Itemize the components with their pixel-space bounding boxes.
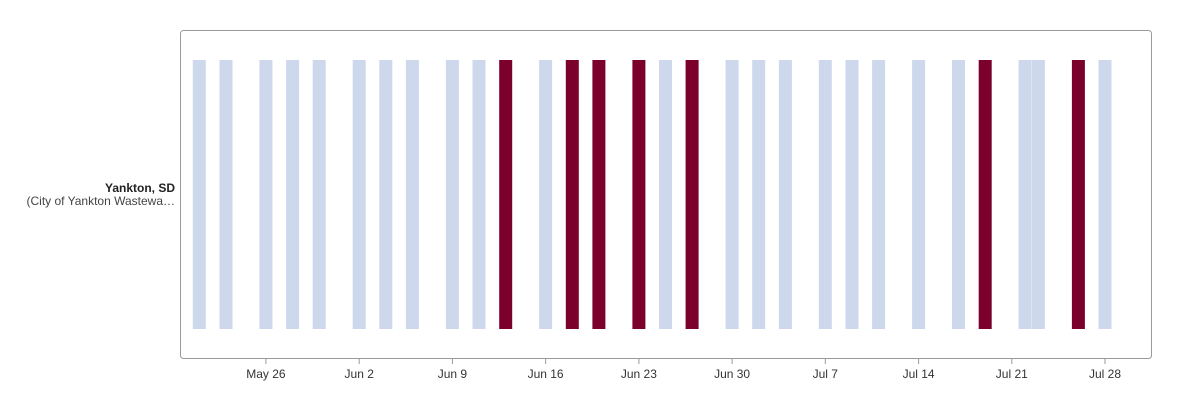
x-tick-label: Jun 9 bbox=[438, 367, 468, 381]
sample-bar[interactable] bbox=[952, 60, 965, 329]
x-axis: May 26 Jun 2 Jun 9 Jun 16 Jun 23 Jun 30 Jul 7 J… bbox=[246, 359, 1121, 381]
x-tick-label: Jun 30 bbox=[714, 367, 750, 381]
sample-bar[interactable] bbox=[219, 60, 233, 329]
sample-bar[interactable] bbox=[752, 60, 766, 329]
sample-bar[interactable] bbox=[312, 60, 326, 329]
sample-bar[interactable] bbox=[539, 60, 553, 329]
sample-bar-detected[interactable] bbox=[565, 60, 579, 329]
sample-bar[interactable] bbox=[1098, 60, 1112, 329]
row-labels: Yankton, SD(City of Yankton Wastewa… bbox=[27, 181, 176, 208]
row-title: Yankton, SD bbox=[105, 181, 175, 195]
sample-bar-detected[interactable] bbox=[978, 60, 992, 329]
sample-bar-detected[interactable] bbox=[685, 60, 699, 329]
x-tick-label: Jun 23 bbox=[621, 367, 657, 381]
x-tick-label: Jul 14 bbox=[903, 367, 935, 381]
sample-bar[interactable] bbox=[379, 60, 393, 329]
x-tick-label: Jun 2 bbox=[345, 367, 375, 381]
sample-bar[interactable] bbox=[778, 60, 792, 329]
sample-bar[interactable] bbox=[286, 60, 300, 329]
x-tick-label: Jul 7 bbox=[813, 367, 839, 381]
x-tick-label: Jun 16 bbox=[528, 367, 564, 381]
sample-bar[interactable] bbox=[872, 60, 886, 329]
sample-bar[interactable] bbox=[1018, 60, 1032, 329]
sample-bar-detected[interactable] bbox=[592, 60, 606, 329]
sample-bar[interactable] bbox=[725, 60, 739, 329]
x-tick-label: May 26 bbox=[246, 367, 286, 381]
x-tick-label: Jul 21 bbox=[996, 367, 1028, 381]
x-tick-label: Jul 28 bbox=[1089, 367, 1121, 381]
sample-bar[interactable] bbox=[845, 60, 859, 329]
sample-bar[interactable] bbox=[472, 60, 486, 329]
row-subtitle: (City of Yankton Wastewa… bbox=[27, 194, 176, 208]
sample-bar[interactable] bbox=[659, 60, 672, 329]
sample-bar[interactable] bbox=[405, 60, 419, 329]
sample-bar[interactable] bbox=[818, 60, 832, 329]
sample-bar[interactable] bbox=[912, 60, 926, 329]
sample-bar[interactable] bbox=[352, 60, 366, 329]
sample-bar[interactable] bbox=[445, 60, 459, 329]
sample-bars bbox=[192, 60, 1112, 329]
sample-bar-detected[interactable] bbox=[1071, 60, 1085, 329]
sample-bar[interactable] bbox=[1031, 60, 1045, 329]
sample-bar-detected[interactable] bbox=[499, 60, 513, 329]
sample-bar[interactable] bbox=[192, 60, 206, 329]
sample-bar[interactable] bbox=[259, 60, 273, 329]
sample-bar-detected[interactable] bbox=[632, 60, 646, 329]
